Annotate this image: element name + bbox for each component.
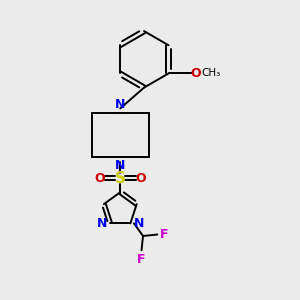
Text: CH₃: CH₃ <box>201 68 220 79</box>
Text: F: F <box>160 228 168 241</box>
Text: N: N <box>134 217 144 230</box>
Text: O: O <box>94 172 105 185</box>
Text: O: O <box>190 67 201 80</box>
Text: N: N <box>97 217 107 230</box>
Text: N: N <box>115 98 125 111</box>
Text: O: O <box>136 172 146 185</box>
Text: S: S <box>115 171 126 186</box>
Text: N: N <box>115 159 125 172</box>
Text: F: F <box>137 253 146 266</box>
